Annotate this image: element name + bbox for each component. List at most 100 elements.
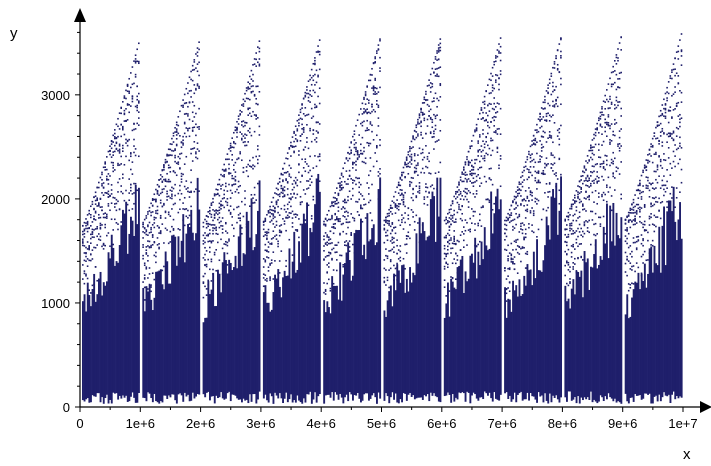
scatter-point [212,273,214,275]
scatter-point [399,224,402,227]
scatter-point [342,264,344,266]
scatter-point [585,198,587,200]
scatter-point [342,265,344,268]
scatter-point [218,202,221,205]
scatter-point [228,183,230,186]
scatter-point [122,125,124,128]
scatter-point [617,104,619,107]
scatter-point [556,96,559,99]
scatter-point [282,277,284,404]
scatter-point [463,226,465,228]
scatter-point [512,260,514,263]
scatter-point [467,278,470,393]
scatter-point [309,169,311,172]
scatter-point [226,241,229,244]
scatter-point [618,77,621,80]
scatter-point [233,168,235,171]
scatter-point [635,236,638,238]
scatter-point [553,122,556,124]
scatter-point [161,284,164,403]
scatter-point [249,131,251,134]
scatter-point [328,239,330,241]
scatter-point [245,134,248,137]
scatter-point [498,43,500,45]
scatter-point [88,212,90,215]
scatter-point [437,75,440,78]
scatter-point [117,162,119,165]
scatter-point [153,218,156,221]
scatter-point [513,256,516,258]
scatter-point [315,106,318,109]
scatter-point [182,214,185,402]
scatter-point [445,261,447,264]
scatter-point [242,125,245,128]
scatter-point [612,65,614,68]
scatter-point [213,224,216,226]
scatter-point [350,151,352,154]
scatter-point [410,147,413,150]
scatter-point [518,181,521,184]
scatter-point [632,223,635,226]
scatter-point [456,271,459,274]
scatter-point [659,135,662,137]
scatter-point [635,248,638,251]
scatter-point [83,272,86,275]
scatter-point [147,213,149,215]
scatter-point [467,164,470,166]
scatter-point [250,115,253,118]
scatter-point [166,229,168,231]
scatter-point [130,168,132,171]
scatter-point [106,234,108,237]
scatter-point [93,215,95,218]
scatter-point [464,271,467,402]
scatter-point [99,226,102,229]
scatter-point [258,180,261,392]
scatter-point [202,257,205,259]
scatter-point [317,131,319,134]
scatter-point [607,124,610,127]
scatter-point [448,208,451,211]
scatter-point [433,135,435,138]
scatter-point [275,234,278,236]
scatter-point [301,127,303,130]
scatter-point [112,134,114,137]
scatter-point [183,163,186,165]
scatter-point [450,276,452,278]
scatter-point [547,163,549,165]
scatter-point [104,212,106,214]
scatter-segment [82,42,140,404]
scatter-point [257,103,259,106]
scatter-point [291,183,294,185]
scatter-point [548,182,551,184]
scatter-point [334,285,337,393]
scatter-point [580,270,583,398]
scatter-point [223,206,225,209]
scatter-point [93,229,95,231]
scatter-point [115,198,118,201]
scatter-point [244,100,246,103]
scatter-point [223,243,225,245]
scatter-point [620,145,622,147]
scatter-point [293,213,295,216]
scatter-point [498,103,500,105]
scatter-point [518,213,521,216]
scatter-point [252,85,254,87]
scatter-point [451,277,454,280]
scatter-point [215,227,217,229]
scatter-point [352,216,354,219]
scatter-point [574,194,576,197]
scatter-point [368,174,370,177]
scatter-point [402,228,405,230]
scatter-point [226,201,229,204]
scatter-point [182,135,184,138]
scatter-point [249,112,251,115]
scatter-point [474,237,477,395]
scatter-point [269,243,271,245]
scatter-point [594,190,597,192]
scatter-point [255,97,257,100]
scatter-point [226,273,229,394]
scatter-point [610,103,613,105]
scatter-point [672,186,675,392]
scatter-point [264,279,267,281]
scatter-point [112,196,114,199]
